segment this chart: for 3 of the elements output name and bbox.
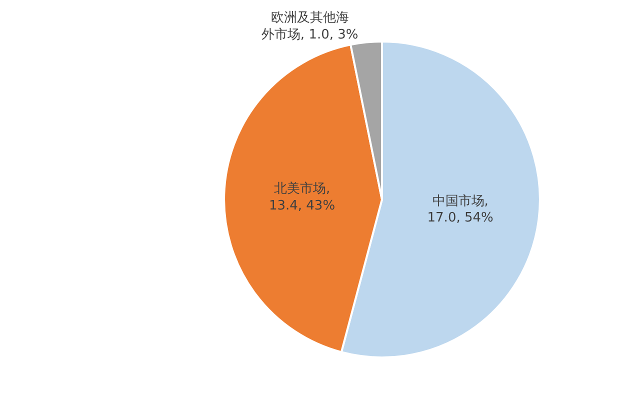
slice-label: 中国市场, 17.0, 54% (427, 194, 494, 226)
slice-label: 北美市场, 13.4, 43% (268, 180, 336, 214)
slice-label: 欧洲及其他海外市场, 1.0, 3% (261, 10, 358, 42)
